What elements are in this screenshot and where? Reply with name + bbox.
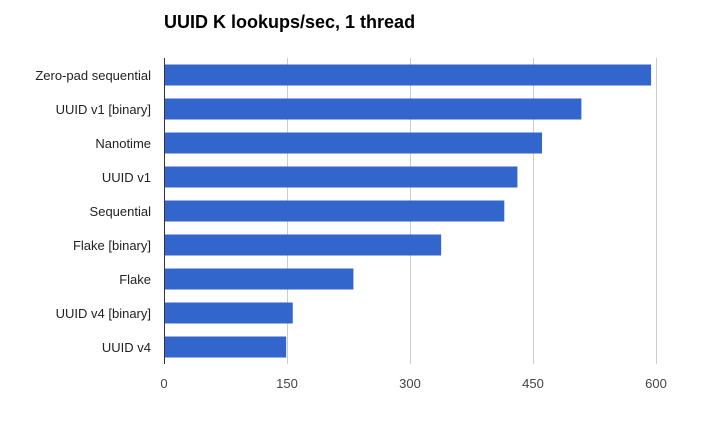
x-tick-label: 150 bbox=[276, 376, 298, 391]
category-label: Flake bbox=[119, 272, 151, 287]
bar bbox=[164, 234, 442, 256]
category-label: Sequential bbox=[90, 204, 152, 219]
x-tick-label: 450 bbox=[522, 376, 544, 391]
x-tick-label: 300 bbox=[399, 376, 421, 391]
bar bbox=[164, 200, 505, 222]
category-label: UUID v4 bbox=[102, 340, 151, 355]
bar bbox=[164, 268, 354, 290]
x-tick-label: 600 bbox=[645, 376, 667, 391]
bar bbox=[164, 64, 652, 86]
bar bbox=[164, 302, 293, 324]
category-label: Flake [binary] bbox=[73, 238, 151, 253]
category-labels: Zero-pad sequential UUID v1 [binary] Nanot… bbox=[35, 68, 151, 355]
bar bbox=[164, 98, 582, 120]
category-label: UUID v4 [binary] bbox=[56, 306, 151, 321]
x-tick-label: 0 bbox=[160, 376, 167, 391]
bar bbox=[164, 132, 543, 154]
category-label: UUID v1 [binary] bbox=[56, 102, 151, 117]
category-label: Zero-pad sequential bbox=[35, 68, 151, 83]
bars bbox=[164, 64, 652, 358]
bar bbox=[164, 336, 287, 358]
category-label: UUID v1 bbox=[102, 170, 151, 185]
bar bbox=[164, 166, 518, 188]
chart-title: UUID K lookups/sec, 1 thread bbox=[164, 12, 416, 32]
category-label: Nanotime bbox=[95, 136, 151, 151]
x-tick-labels: 0 150 300 450 600 bbox=[160, 376, 666, 391]
